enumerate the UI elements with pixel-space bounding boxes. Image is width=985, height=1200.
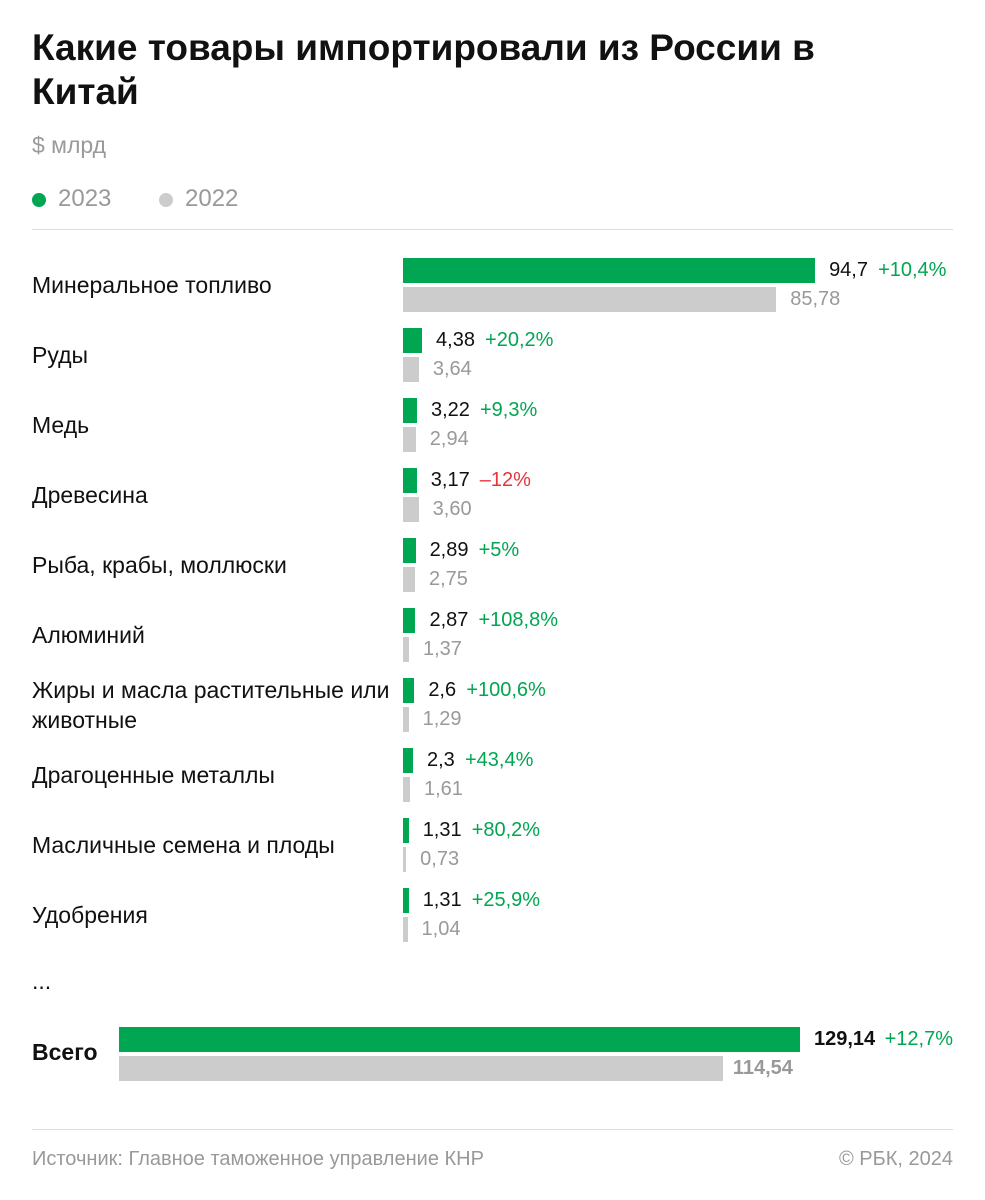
value-label: 2,94	[429, 428, 469, 450]
category-label: Минеральное топливо	[32, 272, 272, 298]
value-label: 1,31	[422, 819, 462, 841]
bar	[403, 287, 777, 312]
bar	[403, 748, 413, 773]
legend-dot	[32, 193, 46, 207]
credit: © РБК, 2024	[838, 1148, 953, 1170]
value-label: 3,64	[432, 358, 472, 380]
change-label: +10,4%	[878, 259, 947, 281]
bar	[403, 328, 423, 353]
value-label: 3,22	[431, 399, 470, 421]
change-label: +25,9%	[471, 889, 541, 911]
bar	[403, 468, 417, 493]
category-label: Руды	[32, 342, 89, 368]
bar	[403, 818, 409, 843]
bar	[403, 497, 419, 522]
subtitle: $ млрд	[32, 132, 107, 158]
change-label: –12%	[479, 469, 531, 491]
value-label: 94,7	[829, 259, 868, 281]
category-label: Драгоценные металлы	[32, 762, 275, 788]
legend-label: 2022	[185, 185, 239, 212]
bar	[119, 1056, 723, 1081]
total-label: Всего	[32, 1039, 98, 1065]
bar	[403, 637, 409, 662]
bar	[403, 917, 408, 942]
change-label: +80,2%	[471, 819, 541, 841]
value-label: 129,14	[814, 1028, 876, 1050]
value-label: 85,78	[790, 288, 841, 310]
bar	[403, 357, 419, 382]
value-label: 2,75	[428, 568, 468, 590]
legend-label: 2023	[58, 185, 112, 212]
bar	[403, 847, 407, 872]
bar	[403, 707, 409, 732]
chart-title: Какие товары импортировали из России в К…	[32, 27, 815, 112]
change-label: +100,6%	[466, 679, 546, 701]
bar	[403, 777, 410, 802]
bar	[403, 678, 415, 703]
value-label: 3,17	[430, 469, 470, 491]
divider	[32, 229, 953, 230]
change-label: +12,7%	[884, 1028, 953, 1050]
divider	[32, 1129, 953, 1130]
bar	[119, 1027, 800, 1052]
change-label: +9,3%	[480, 399, 538, 421]
value-label: 1,29	[422, 708, 462, 730]
value-label: 2,87	[429, 609, 469, 631]
value-label: 1,61	[424, 778, 463, 800]
category-label: Жиры и масла растительные или животные	[32, 677, 390, 733]
value-label: 1,04	[421, 918, 461, 940]
value-label: 4,38	[436, 329, 475, 351]
bar	[403, 538, 416, 563]
value-label: 2,3	[427, 749, 455, 771]
bar	[403, 398, 417, 423]
ellipsis: ...	[32, 968, 52, 994]
bar	[403, 567, 415, 592]
value-label: 2,6	[428, 679, 457, 701]
bar	[403, 608, 416, 633]
source: Источник: Главное таможенное управление …	[32, 1148, 484, 1170]
change-label: +43,4%	[465, 749, 534, 771]
category-label: Удобрения	[32, 902, 148, 928]
change-label: +20,2%	[485, 329, 554, 351]
category-label: Масличные семена и плоды	[32, 832, 335, 858]
change-label: +5%	[478, 539, 520, 561]
value-label: 2,89	[429, 539, 469, 561]
value-label: 114,54	[732, 1057, 793, 1079]
change-label: +108,8%	[478, 609, 558, 631]
value-label: 1,37	[422, 638, 462, 660]
bar	[403, 427, 416, 452]
legend-dot	[159, 193, 173, 207]
value-label: 1,31	[422, 889, 462, 911]
value-label: 3,60	[432, 498, 472, 520]
category-label: Медь	[32, 412, 90, 438]
bar	[403, 888, 409, 913]
value-label: 0,73	[420, 848, 460, 870]
category-label: Алюминий	[32, 622, 145, 648]
category-label: Рыба, крабы, моллюски	[32, 552, 287, 578]
category-label: Древесина	[32, 482, 148, 508]
bar	[403, 258, 816, 283]
